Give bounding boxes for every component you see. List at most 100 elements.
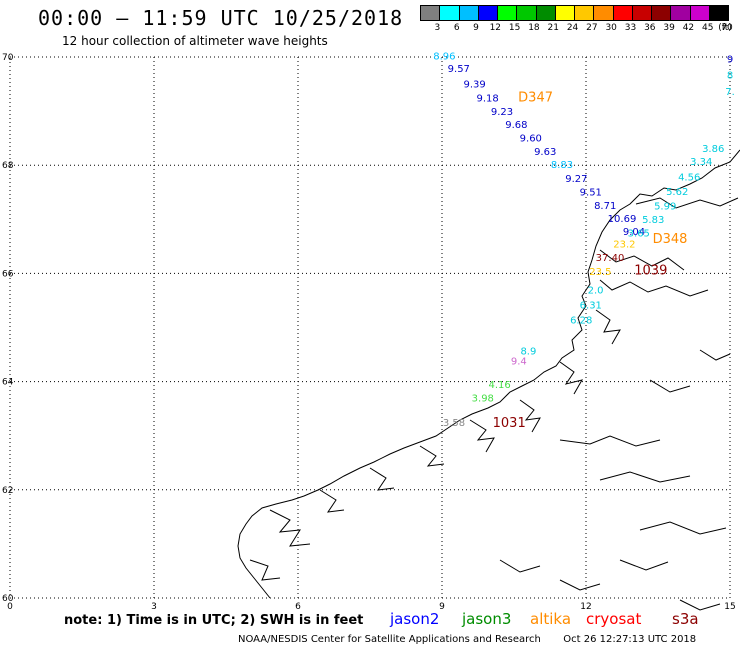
map-title: 00:00 — 11:59 UTC 10/25/2018 <box>38 6 404 30</box>
timestamp-text: Oct 26 12:27:13 UTC 2018 <box>563 634 697 645</box>
color-swatch <box>632 6 652 20</box>
wave-height-value: 7. <box>725 87 735 98</box>
color-swatch <box>536 6 556 20</box>
color-swatch <box>652 6 672 20</box>
pressure-label: D348 <box>653 232 688 247</box>
color-scale-label: 18 <box>528 23 540 33</box>
y-tick-label: 66 <box>2 269 14 279</box>
wave-height-value: 3.34 <box>690 157 712 168</box>
legend-s3a: s3a <box>672 610 699 628</box>
wave-height-value: 9.51 <box>580 187 602 198</box>
credit-text: NOAA/NESDIS Center for Satellite Applica… <box>238 634 541 645</box>
color-swatch <box>498 6 518 20</box>
legend-cryosat: cryosat <box>586 610 642 628</box>
wave-height-value: 2.0 <box>588 285 604 296</box>
color-scale-label: 3 <box>434 23 441 33</box>
wave-height-value: 8 <box>727 71 733 82</box>
color-swatch <box>575 6 595 20</box>
wave-height-value: 6.28 <box>570 316 592 327</box>
color-swatch <box>594 6 614 20</box>
pressure-label: 1031 <box>493 416 526 431</box>
color-scale-label: 15 <box>508 23 521 33</box>
wave-height-value: 3.65 <box>628 229 650 240</box>
wave-height-value: 9.60 <box>520 133 542 144</box>
wave-height-value: 23.2 <box>613 239 635 250</box>
color-scale-swatches <box>420 5 729 21</box>
map-footer: NOAA/NESDIS Center for Satellite Applica… <box>238 634 696 645</box>
wave-height-value: 8.71 <box>594 201 616 212</box>
color-scale-label: 30 <box>605 23 617 33</box>
wave-height-value: 3.86 <box>702 144 724 155</box>
wave-height-value: 9 <box>727 54 733 65</box>
wave-height-value: 5.99 <box>654 202 676 213</box>
wave-height-value: 8.83 <box>551 160 573 171</box>
pressure-label: 1039 <box>634 263 667 278</box>
wave-height-value: 5.62 <box>666 187 688 198</box>
wave-height-value: 10.69 <box>608 214 637 225</box>
pressure-label: D347 <box>518 90 553 105</box>
y-tick-label: 64 <box>2 378 14 388</box>
wave-height-value: 8.9 <box>520 347 536 358</box>
map-subtitle: 12 hour collection of altimeter wave hei… <box>62 34 328 48</box>
color-scale-label: 33 <box>624 23 637 33</box>
x-tick-label: 3 <box>151 602 157 612</box>
color-scale-label: 6 <box>453 23 460 33</box>
wave-height-value: 6.31 <box>580 301 602 312</box>
color-swatch <box>671 6 691 20</box>
y-tick-label: 62 <box>2 486 13 496</box>
wave-height-value: 9.18 <box>476 93 498 104</box>
color-scale-label: 36 <box>644 23 656 33</box>
color-swatch <box>613 6 633 20</box>
axis-tick-labels: 0 3 6 9 12 15 60 62 64 66 68 70 <box>2 53 736 612</box>
color-scale-label: 42 <box>682 23 695 33</box>
color-scale-label: 12 <box>489 23 502 33</box>
color-swatch <box>440 6 460 20</box>
wave-height-value: 9.57 <box>448 64 470 75</box>
color-swatch <box>478 6 498 20</box>
coastline <box>237 149 740 611</box>
x-tick-label: 12 <box>580 602 591 612</box>
map-gridlines <box>9 56 731 599</box>
wave-height-value: 23.5 <box>589 267 611 278</box>
y-tick-label: 68 <box>2 161 14 171</box>
wave-height-value: 9.23 <box>491 107 513 118</box>
map-note: note: 1) Time is in UTC; 2) SWH is in fe… <box>64 613 364 628</box>
wave-height-value: 9.63 <box>534 147 556 158</box>
color-scale-label: 21 <box>547 23 559 33</box>
color-scale-label: 24 <box>566 23 579 33</box>
wave-height-value: 9.04 <box>623 227 645 238</box>
wave-height-value: 3.58 <box>443 418 465 429</box>
color-swatch <box>709 6 728 20</box>
color-swatch <box>421 6 441 20</box>
wave-height-value: 9.39 <box>464 79 486 90</box>
color-swatch <box>517 6 537 20</box>
wave-height-value: 4.16 <box>488 380 510 391</box>
wave-height-value: 37.40 <box>596 253 625 264</box>
wave-height-value: 9.27 <box>565 174 587 185</box>
wave-height-value: 4.56 <box>678 172 700 183</box>
color-scale-label: 27 <box>586 23 598 33</box>
color-swatch <box>555 6 575 20</box>
legend-altika: altika <box>530 610 572 628</box>
legend-jason3: jason3 <box>462 610 512 628</box>
x-tick-label: 15 <box>724 602 735 612</box>
wave-height-value: 9.68 <box>505 120 527 131</box>
x-tick-label: 9 <box>439 602 445 612</box>
y-tick-label: 70 <box>2 53 14 63</box>
wave-height-color-scale: 3 6 9 12 15 18 21 24 27 30 33 36 39 42 45 70 (ft) <box>420 5 733 35</box>
wave-height-value: 9.4 <box>511 356 527 367</box>
color-scale-unit: (ft) <box>718 23 732 33</box>
color-scale-label: 9 <box>473 23 479 33</box>
x-tick-label: 6 <box>295 602 301 612</box>
altimeter-observations: 8.969.57 9.39 9.18 9.23 9.68 9.60 9.63 8.83 9.27… <box>433 52 735 431</box>
map-frame <box>9 56 731 599</box>
wave-height-value: 3.98 <box>472 394 494 405</box>
wave-height-value: 5.83 <box>642 215 664 226</box>
color-scale-label: 39 <box>663 23 675 33</box>
color-scale-label: 45 <box>702 23 714 33</box>
legend-jason2: jason2 <box>390 610 440 628</box>
wave-height-value: 8.96 <box>433 52 455 63</box>
y-tick-label: 60 <box>2 594 14 604</box>
